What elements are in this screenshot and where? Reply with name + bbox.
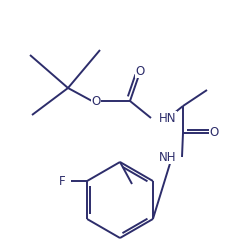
Text: O: O bbox=[91, 95, 101, 108]
Text: O: O bbox=[209, 125, 219, 138]
Text: NH: NH bbox=[158, 150, 176, 164]
Text: HN: HN bbox=[159, 112, 176, 124]
Text: F: F bbox=[59, 175, 65, 187]
Text: O: O bbox=[135, 64, 145, 77]
